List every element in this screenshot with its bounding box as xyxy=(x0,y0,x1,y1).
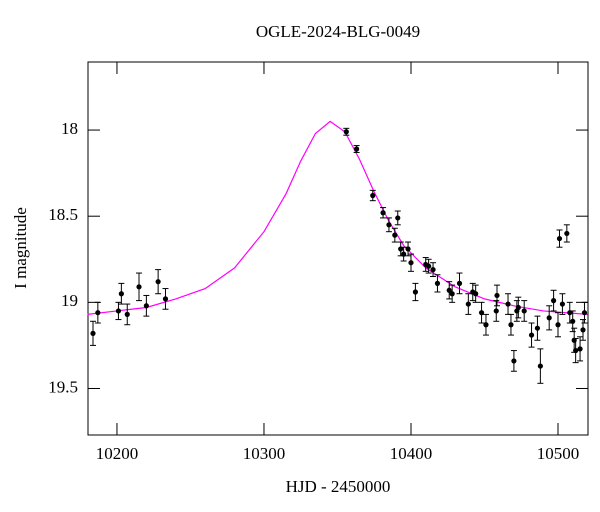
data-point xyxy=(483,322,489,328)
data-point xyxy=(456,280,463,286)
data-point xyxy=(564,230,570,237)
y-tick-label: 19 xyxy=(61,291,78,310)
plot-frame xyxy=(87,61,589,436)
data-point xyxy=(449,291,455,297)
data-point xyxy=(124,311,130,317)
data-point xyxy=(95,310,101,316)
data-point xyxy=(408,260,414,266)
data-point xyxy=(343,129,349,135)
data-point xyxy=(430,267,436,273)
x-tick-label: 10200 xyxy=(96,444,139,463)
data-point xyxy=(534,325,541,331)
data-point xyxy=(581,310,588,316)
data-point xyxy=(395,215,401,221)
data-point xyxy=(370,192,376,199)
y-tick-label: 18.5 xyxy=(48,205,78,224)
data-point xyxy=(559,301,566,307)
data-point xyxy=(412,289,419,295)
data-point xyxy=(446,287,452,293)
x-tick-label: 10500 xyxy=(537,444,580,463)
data-point xyxy=(473,291,479,297)
data-point xyxy=(478,310,485,316)
data-point xyxy=(580,327,586,333)
data-point xyxy=(426,263,432,269)
data-point xyxy=(537,363,543,369)
model-curve xyxy=(87,120,588,315)
data-point xyxy=(162,296,169,302)
data-point xyxy=(136,284,142,290)
data-point xyxy=(380,210,386,216)
data-point xyxy=(143,303,149,309)
data-point xyxy=(353,146,360,152)
x-tick-label: 10400 xyxy=(390,444,433,463)
y-tick-label: 19.5 xyxy=(48,377,78,396)
x-tick-label: 10300 xyxy=(243,444,286,463)
data-point xyxy=(90,330,96,336)
data-point xyxy=(434,280,441,286)
y-tick-label: 18 xyxy=(61,119,78,138)
data-point xyxy=(521,308,527,314)
data-point xyxy=(465,301,471,307)
data-point xyxy=(556,235,563,242)
data-point xyxy=(570,318,576,324)
data-point xyxy=(392,232,398,238)
data-point xyxy=(508,322,514,328)
data-point xyxy=(493,308,499,314)
data-point xyxy=(550,298,557,304)
chart-title: OGLE-2024-BLG-0049 xyxy=(256,22,420,41)
data-point xyxy=(494,292,500,299)
data-point xyxy=(505,301,511,307)
data-point xyxy=(386,222,392,228)
data-point xyxy=(511,358,517,364)
data-point xyxy=(401,251,407,257)
data-point xyxy=(528,332,535,338)
data-point xyxy=(118,291,124,297)
x-axis-label: HJD - 2450000 xyxy=(286,477,391,496)
data-point xyxy=(577,346,583,352)
y-axis-label: I magnitude xyxy=(11,207,30,289)
data-point xyxy=(155,279,161,285)
data-point xyxy=(546,315,552,321)
data-point xyxy=(405,246,411,252)
data-point xyxy=(573,347,579,354)
data-point xyxy=(115,308,122,314)
data-point xyxy=(555,322,561,328)
data-point xyxy=(515,304,521,311)
